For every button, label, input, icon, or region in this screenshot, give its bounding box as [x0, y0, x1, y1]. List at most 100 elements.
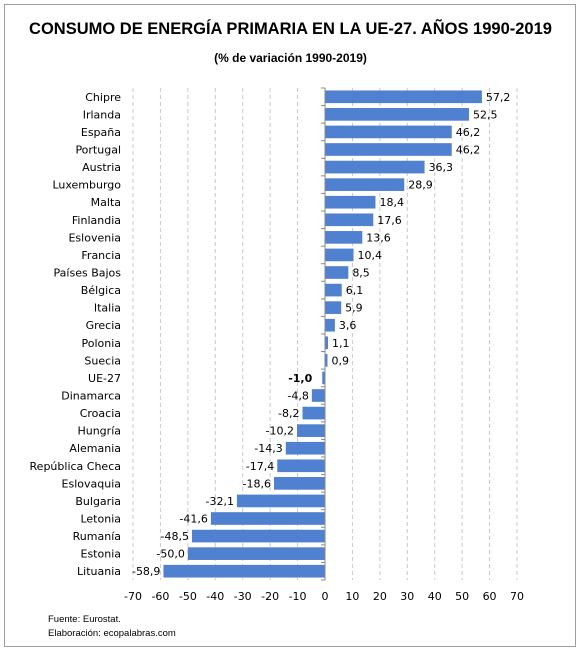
bar — [325, 354, 328, 367]
category-label: Malta — [91, 196, 121, 209]
value-label: 10,4 — [358, 249, 383, 262]
category-label: Eslovaquia — [62, 477, 121, 490]
category-label: UE-27 — [88, 372, 121, 385]
bar — [325, 248, 354, 262]
category-label: Grecia — [86, 319, 121, 332]
source-note: Fuente: Eurostat. — [48, 614, 121, 625]
x-tick-label: -70 — [124, 590, 142, 603]
value-label: -17,4 — [246, 460, 274, 473]
value-label: 36,3 — [429, 161, 454, 174]
bar — [302, 406, 325, 420]
bar — [325, 283, 342, 297]
bar — [322, 371, 325, 385]
value-label: 3,6 — [339, 319, 357, 332]
chart-title: CONSUMO DE ENERGÍA PRIMARIA EN LA UE-27.… — [29, 20, 552, 38]
bar — [187, 547, 325, 560]
category-label: Suecia — [84, 354, 121, 367]
x-tick-label: 20 — [373, 590, 387, 603]
value-label: -4,8 — [287, 390, 308, 403]
bar — [325, 301, 342, 314]
value-label: -1,0 — [288, 372, 312, 385]
bar — [277, 459, 325, 473]
category-label: Bélgica — [81, 284, 121, 297]
value-label: -41,6 — [179, 513, 207, 526]
value-label: 8,5 — [352, 267, 370, 280]
value-label: 18,4 — [379, 196, 404, 209]
bar — [325, 178, 405, 191]
value-label: 0,9 — [331, 354, 349, 367]
bar — [285, 441, 325, 455]
category-label: Letonia — [80, 513, 121, 526]
value-label: 28,9 — [408, 179, 433, 192]
value-label: -32,1 — [205, 495, 233, 508]
x-tick-label: 30 — [400, 590, 414, 603]
value-label: -48,5 — [161, 530, 189, 543]
value-label: 46,2 — [456, 126, 481, 139]
category-label: Rumanía — [73, 530, 121, 543]
credit-note: Elaboración: ecopalabras.com — [48, 628, 176, 639]
x-tick-label: -20 — [261, 590, 279, 603]
value-label: 17,6 — [377, 214, 402, 227]
value-label: 13,6 — [366, 231, 391, 244]
category-label: Bulgaria — [75, 495, 121, 508]
bar — [325, 125, 452, 139]
x-tick-label: 40 — [428, 590, 442, 603]
category-label: Austria — [82, 161, 121, 174]
category-label: Dinamarca — [61, 390, 121, 403]
x-tick-label: -40 — [206, 590, 224, 603]
x-tick-label: -10 — [289, 590, 307, 603]
bar — [297, 424, 325, 437]
value-label: -58,9 — [132, 565, 160, 578]
value-label: -50,0 — [156, 548, 184, 561]
category-label: Italia — [94, 302, 121, 315]
bar — [325, 318, 335, 332]
value-label: 46,2 — [456, 144, 481, 157]
category-label: Portugal — [75, 144, 121, 157]
category-label: República Checa — [30, 460, 121, 473]
value-label: 5,9 — [345, 302, 363, 315]
category-label: Croacia — [80, 407, 121, 420]
category-label: Eslovenia — [68, 231, 121, 244]
bar — [325, 336, 329, 350]
category-label: Países Bajos — [54, 267, 122, 280]
bar — [210, 512, 325, 525]
value-label: -18,6 — [243, 477, 271, 490]
x-tick-label: -60 — [151, 590, 169, 603]
bar — [325, 143, 452, 156]
bar — [325, 160, 425, 174]
value-label: 1,1 — [332, 337, 350, 350]
bar — [325, 195, 376, 209]
value-label: -14,3 — [254, 442, 282, 455]
value-label: 52,5 — [473, 108, 498, 121]
bar — [311, 389, 325, 402]
category-label: Francia — [81, 249, 121, 262]
x-tick-label: 70 — [510, 590, 524, 603]
x-tick-label: 10 — [345, 590, 359, 603]
category-label: Estonia — [81, 548, 122, 561]
bar — [236, 494, 325, 508]
chart-subtitle: (% de variación 1990-2019) — [214, 51, 367, 65]
bar — [191, 529, 325, 543]
x-tick-label: -50 — [179, 590, 197, 603]
category-label: Irlanda — [83, 108, 121, 121]
category-label: Alemania — [69, 442, 121, 455]
bar — [325, 266, 349, 279]
category-label: Finlandia — [72, 214, 121, 227]
value-label: 57,2 — [486, 91, 511, 104]
category-label: Luxemburgo — [52, 179, 121, 192]
category-label: España — [81, 126, 121, 139]
x-tick-label: -30 — [234, 590, 252, 603]
value-label: -10,2 — [266, 425, 294, 438]
x-tick-label: 0 — [322, 590, 329, 603]
x-tick-label: 50 — [455, 590, 469, 603]
category-label: Lituania — [77, 565, 121, 578]
value-label: -8,2 — [278, 407, 299, 420]
x-tick-label: 60 — [483, 590, 497, 603]
bar — [325, 108, 469, 121]
category-label: Hungría — [77, 425, 121, 438]
bar — [273, 477, 325, 490]
bar — [325, 213, 374, 227]
value-label: 6,1 — [346, 284, 364, 297]
bar — [325, 231, 363, 244]
